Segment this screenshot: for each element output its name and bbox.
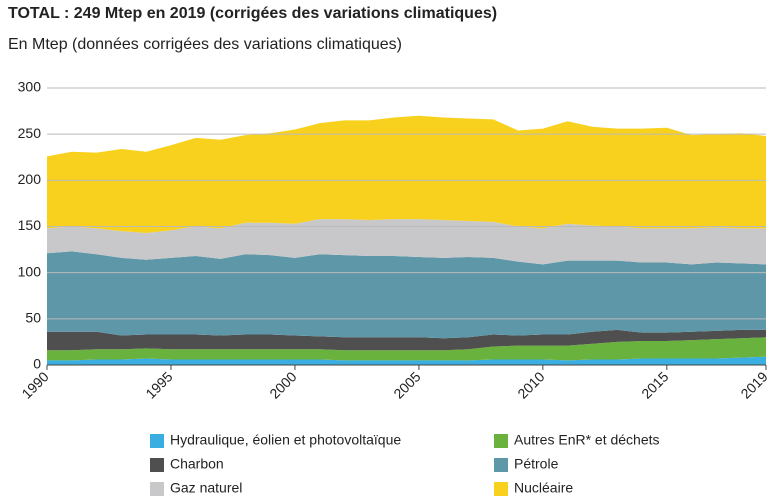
legend-label: Nucléaire [514, 480, 573, 496]
legend-swatch [150, 482, 164, 496]
area [47, 337, 766, 361]
y-tick-label: 200 [18, 171, 42, 187]
x-tick-label: 2000 [266, 368, 299, 401]
area [47, 356, 766, 365]
legend-label: Pétrole [514, 456, 559, 472]
x-tick-label: 2015 [638, 368, 671, 401]
legend-swatch [150, 434, 164, 448]
chart-subtitle: En Mtep (données corrigées des variation… [8, 36, 402, 53]
area [47, 219, 766, 265]
legend-label: Charbon [170, 456, 224, 472]
legend-label: Autres EnR* et déchets [514, 432, 660, 448]
y-tick-label: 250 [18, 125, 42, 141]
y-tick-label: 150 [18, 217, 42, 233]
legend-swatch [494, 482, 508, 496]
chart-title: TOTAL : 249 Mtep en 2019 (corrigées des … [8, 5, 497, 22]
area [47, 329, 766, 351]
x-tick-label: 1995 [142, 368, 175, 401]
y-tick-label: 300 [18, 79, 42, 95]
legend-label: Gaz naturel [170, 480, 242, 496]
y-tick-label: 100 [18, 263, 42, 279]
legend-swatch [494, 458, 508, 472]
area [47, 115, 766, 233]
y-tick-label: 50 [25, 310, 41, 326]
x-tick-label: 1990 [18, 368, 51, 401]
area [47, 251, 766, 339]
legend-swatch [494, 434, 508, 448]
x-tick-label: 2010 [514, 368, 547, 401]
legend-label: Hydraulique, éolien et photovoltaïque [170, 432, 401, 448]
x-tick-label: 2019 [737, 368, 770, 401]
legend-swatch [150, 458, 164, 472]
y-tick-label: 0 [33, 356, 41, 372]
x-tick-label: 2005 [390, 368, 423, 401]
